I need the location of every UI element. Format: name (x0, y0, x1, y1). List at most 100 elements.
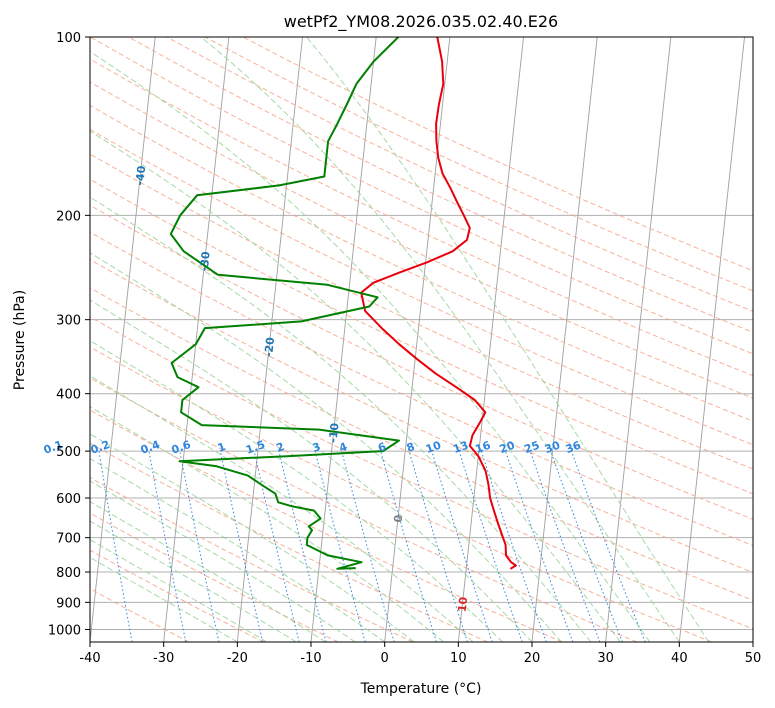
moist-adiabat (90, 539, 268, 642)
y-tick-label: 800 (56, 566, 81, 581)
moist-adiabat (90, 433, 415, 642)
mixing-ratio-line (314, 450, 366, 642)
mixing-ratio-label: 0.4 (139, 438, 162, 457)
y-tick-label: 300 (56, 314, 81, 329)
isotherm-label: -10 (327, 422, 342, 443)
mixing-ratio-line (380, 450, 437, 642)
mixing-ratio-line (179, 451, 220, 642)
dry-adiabat (90, 549, 264, 642)
dry-adiabat (90, 316, 753, 630)
x-tick-label: 30 (597, 651, 614, 666)
x-tick-label: 20 (524, 651, 541, 666)
x-tick-label: -20 (227, 651, 248, 666)
y-tick-label: 1000 (48, 623, 81, 638)
dry-adiabat (90, 153, 753, 470)
moist-adiabat (90, 252, 562, 642)
mixing-ratio-label: 2 (274, 440, 286, 455)
moist-adiabat (90, 457, 385, 642)
mixing-ratio-line (458, 450, 523, 642)
y-tick-label: 900 (56, 596, 81, 611)
x-tick-label: 0 (381, 651, 389, 666)
x-tick-label: -10 (300, 651, 321, 666)
dry-adiabat (128, 37, 753, 333)
mixing-ratio-label: 3 (311, 440, 323, 455)
x-tick-label: 10 (450, 651, 467, 666)
temperature-profile (360, 37, 517, 570)
y-tick-label: 100 (56, 31, 81, 46)
moist-adiabat (90, 480, 356, 642)
moist-adiabat (200, 37, 680, 642)
mixing-ratio-label: 0.2 (89, 438, 112, 457)
dry-adiabat (90, 258, 753, 574)
moist-adiabat (90, 520, 297, 642)
mixing-ratio-label: 1.5 (244, 438, 267, 457)
dry-adiabat (90, 37, 753, 355)
mixing-ratio-line (529, 450, 601, 642)
mixing-ratio-labels: 0.1 0.2 0.4 0.6 1 1.5 2 3 4 6 8 10 13 16 20 25 30 36 (42, 438, 583, 457)
mixing-ratio-label: 20 (498, 439, 517, 457)
isotherm-label: 10 (456, 596, 471, 613)
dry-adiabat (90, 204, 753, 520)
mixing-ratio-line (571, 450, 646, 642)
mixing-ratio-label: 36 (564, 439, 583, 457)
y-tick-label: 700 (56, 532, 81, 547)
plot-frame (89, 36, 754, 643)
dry-adiabat (90, 442, 488, 642)
dry-adiabat (166, 37, 753, 312)
isotherm-line (384, 37, 451, 642)
mixing-ratio-line (431, 450, 493, 642)
dry-adiabat (90, 346, 712, 642)
mixing-ratio-label: 8 (405, 440, 417, 455)
y-tick-label: 400 (56, 388, 81, 403)
moist-adiabat (90, 556, 238, 642)
x-axis-label: Temperature (°C) (360, 681, 482, 697)
mixing-ratio-label: 13 (451, 439, 470, 456)
sounding-profiles (169, 37, 517, 570)
isotherm-line (90, 37, 156, 642)
mixing-ratio-label: 25 (522, 439, 541, 456)
x-tick-label: -40 (79, 651, 100, 666)
isotherm-labels: -40 -30 -20 -10 0 10 (133, 165, 470, 613)
mixing-ratio-label: 6 (376, 440, 388, 455)
dry-adiabat (204, 37, 753, 292)
dry-adiabat (90, 231, 753, 547)
isotherm-label: -30 (198, 250, 213, 271)
isotherm-line (0, 37, 8, 642)
mixing-ratio-line (148, 451, 187, 642)
moist-adiabat (90, 196, 592, 642)
x-tick-label: 40 (671, 651, 688, 666)
isotherm-line (605, 37, 672, 642)
moist-adiabat (90, 50, 651, 642)
mixing-ratio-label: 0.6 (170, 438, 193, 457)
x-tick-label: 50 (745, 651, 762, 666)
x-axis: -40 -30 -20 -10 0 10 20 30 40 50 (79, 642, 761, 666)
y-axis: 100 200 300 400 500 600 700 800 900 1000 (48, 31, 90, 638)
mixing-ratio-label: 4 (337, 440, 349, 455)
mixing-ratio-line (480, 450, 547, 642)
chart-title: wetPf2_YM08.2026.035.02.40.E26 (284, 12, 558, 32)
moist-adiabat (306, 37, 710, 642)
mixing-ratio-line (341, 450, 395, 642)
isotherm-line (678, 37, 745, 642)
dry-adiabat (90, 409, 563, 642)
isotherm-label: -40 (133, 165, 148, 186)
mixing-ratio-label: 10 (424, 439, 443, 457)
isotherm-line (752, 637, 753, 642)
isotherm-line (163, 37, 230, 642)
dewpoint-profile (169, 37, 400, 570)
y-tick-label: 200 (56, 209, 81, 224)
mixing-ratio-line (550, 450, 623, 642)
mixing-ratio-label: 0.1 (42, 438, 65, 457)
moist-adiabats (90, 37, 710, 642)
moist-adiabat (90, 375, 474, 642)
mixing-ratio-label: 16 (473, 439, 492, 457)
mixing-ratio-line (408, 450, 468, 642)
y-tick-label: 600 (56, 492, 81, 507)
mixing-ratio-line (505, 450, 574, 642)
moist-adiabat (90, 299, 533, 642)
dry-adiabat (90, 377, 638, 642)
mixing-ratio-label: 1 (216, 440, 228, 455)
mixing-ratio-label: 30 (543, 439, 562, 457)
isotherm-label: -20 (262, 336, 277, 357)
